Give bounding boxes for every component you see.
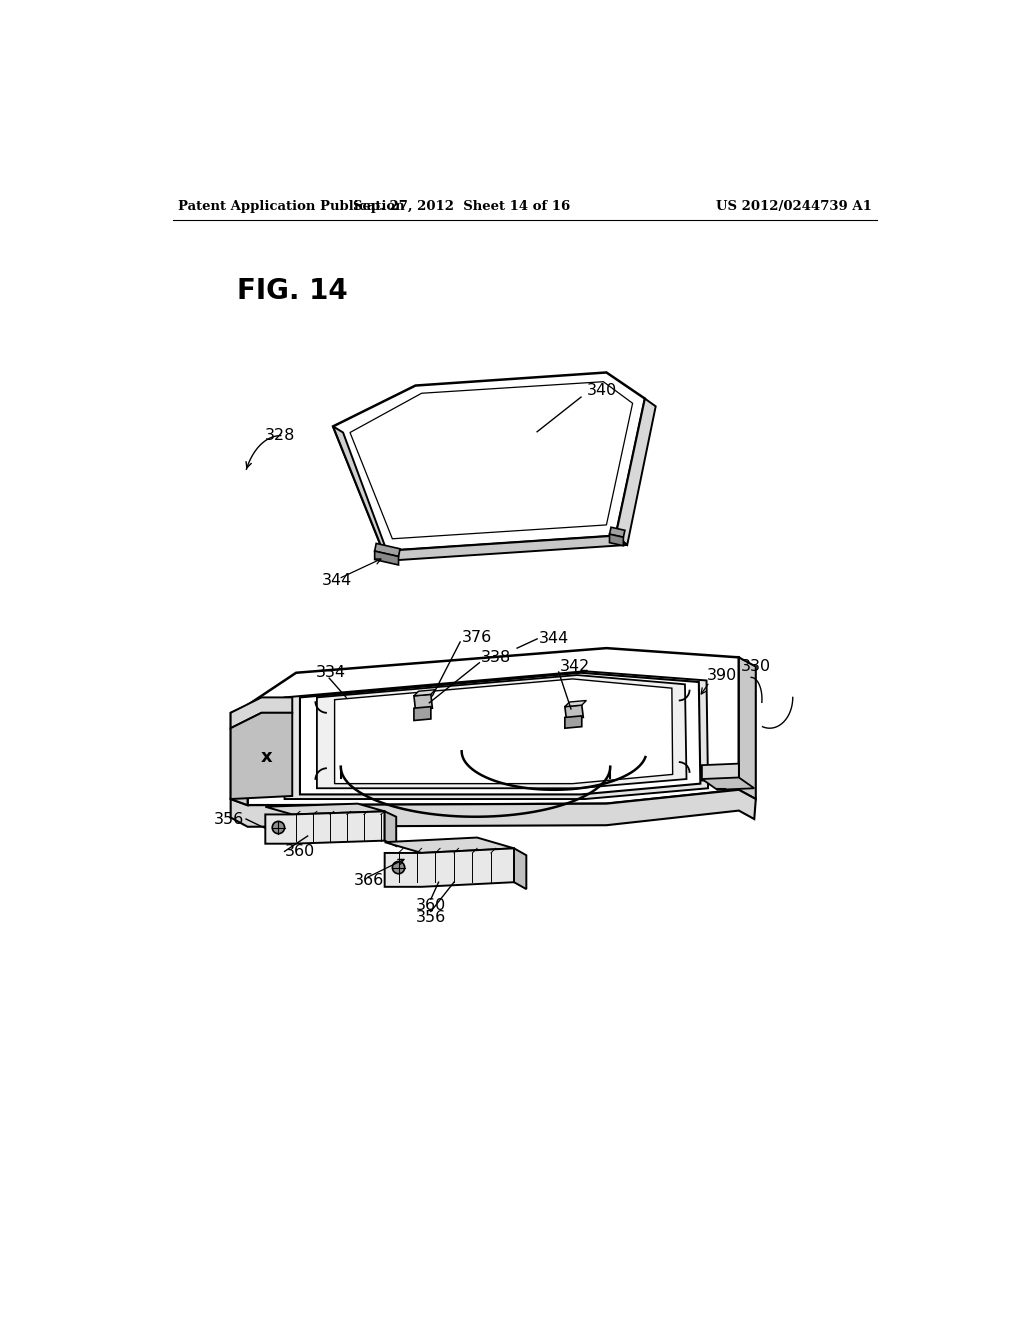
Polygon shape	[350, 381, 633, 539]
Text: 356: 356	[416, 909, 446, 925]
Polygon shape	[383, 536, 628, 560]
Polygon shape	[414, 689, 435, 696]
Polygon shape	[565, 701, 587, 706]
Text: 342: 342	[560, 659, 591, 675]
Polygon shape	[333, 426, 391, 562]
Polygon shape	[739, 657, 756, 799]
Text: 334: 334	[315, 665, 345, 680]
Polygon shape	[230, 789, 756, 826]
Text: 390: 390	[707, 668, 737, 684]
Text: x: x	[261, 748, 272, 767]
Text: 328: 328	[265, 428, 296, 444]
Polygon shape	[615, 399, 655, 545]
Polygon shape	[375, 552, 398, 565]
Polygon shape	[414, 706, 431, 721]
Polygon shape	[565, 705, 584, 719]
Polygon shape	[300, 673, 700, 795]
Polygon shape	[385, 849, 514, 887]
Polygon shape	[230, 705, 248, 805]
Polygon shape	[316, 675, 686, 788]
Polygon shape	[414, 694, 432, 710]
Polygon shape	[701, 777, 755, 789]
Circle shape	[392, 862, 404, 874]
Polygon shape	[335, 678, 673, 784]
Polygon shape	[248, 648, 739, 805]
Text: Patent Application Publication: Patent Application Publication	[178, 199, 406, 213]
Text: 366: 366	[354, 873, 384, 888]
Text: Sep. 27, 2012  Sheet 14 of 16: Sep. 27, 2012 Sheet 14 of 16	[353, 199, 570, 213]
Polygon shape	[565, 715, 582, 729]
Polygon shape	[701, 763, 739, 780]
Polygon shape	[514, 849, 526, 890]
Circle shape	[272, 821, 285, 834]
Text: 338: 338	[481, 649, 511, 665]
Polygon shape	[285, 671, 708, 799]
Polygon shape	[265, 804, 385, 814]
Polygon shape	[609, 527, 625, 537]
Text: 340: 340	[587, 383, 617, 399]
Text: −: −	[714, 779, 727, 797]
Text: 356: 356	[214, 812, 245, 826]
Text: 330: 330	[741, 659, 771, 675]
Polygon shape	[375, 544, 400, 557]
Polygon shape	[609, 535, 624, 545]
Text: US 2012/0244739 A1: US 2012/0244739 A1	[716, 199, 871, 213]
Text: FIG. 14: FIG. 14	[237, 277, 347, 305]
Polygon shape	[230, 697, 292, 729]
Polygon shape	[230, 713, 292, 799]
Polygon shape	[385, 812, 396, 846]
Text: 344: 344	[322, 573, 352, 587]
Text: 376: 376	[462, 630, 492, 645]
Text: 360: 360	[285, 843, 314, 859]
Polygon shape	[265, 812, 385, 843]
Text: 360: 360	[416, 898, 446, 913]
Polygon shape	[385, 837, 514, 853]
Text: 344: 344	[539, 631, 569, 647]
Polygon shape	[333, 372, 645, 552]
